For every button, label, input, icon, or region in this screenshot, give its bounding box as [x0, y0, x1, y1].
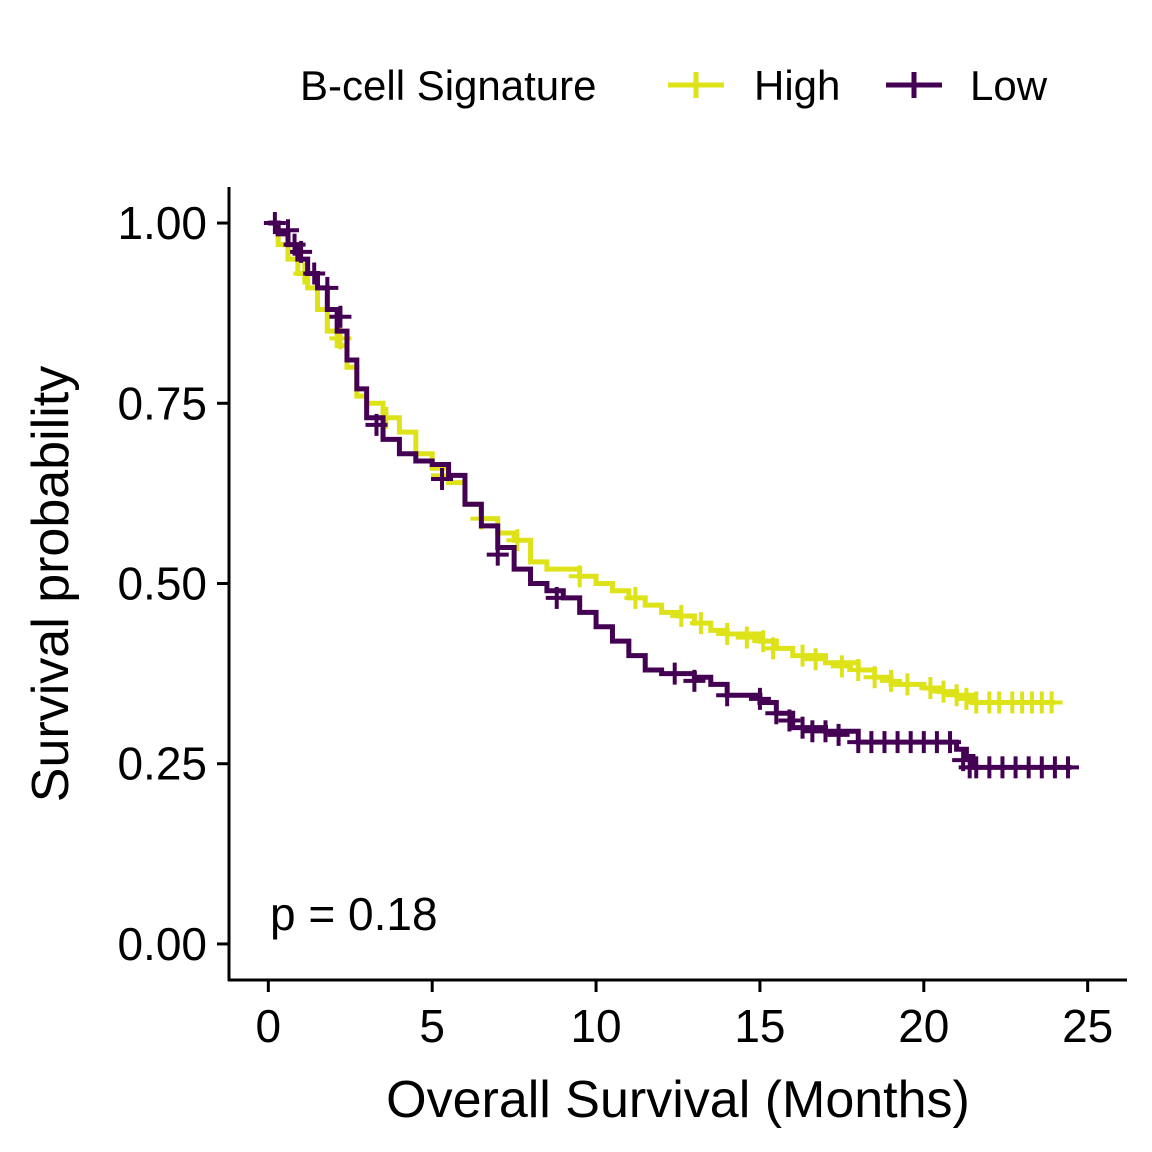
censor-mark-high — [791, 644, 814, 667]
legend-item-high: High — [668, 62, 840, 109]
y-tick-label: 0.00 — [117, 918, 207, 970]
y-tick-label: 0.50 — [117, 558, 207, 610]
censor-mark-high — [863, 666, 886, 689]
x-tick-label: 10 — [570, 1000, 621, 1052]
censor-mark-high — [945, 684, 968, 707]
legend-label-low: Low — [970, 62, 1048, 109]
censor-mark-high — [689, 612, 712, 635]
censor-mark-low — [290, 240, 313, 263]
censor-mark-low — [316, 276, 339, 299]
censor-mark-low — [365, 413, 388, 436]
x-tick-label: 5 — [419, 1000, 445, 1052]
censor-mark-high — [624, 586, 647, 609]
legend-item-low: Low — [886, 62, 1048, 109]
censor-mark-low — [431, 467, 454, 490]
curve-low — [268, 220, 1072, 770]
censor-mark-low — [329, 305, 352, 328]
censor-mark-low — [814, 720, 837, 743]
censor-mark-high — [896, 673, 919, 696]
censor-mark-high — [762, 637, 785, 660]
censor-mark-low — [1057, 756, 1080, 779]
censor-mark-low — [748, 687, 771, 710]
censor-mark-low — [791, 716, 814, 739]
censor-mark-low — [663, 662, 686, 685]
censor-mark-high — [955, 687, 978, 710]
censor-mark-high — [716, 622, 739, 645]
censor-mark-low — [765, 702, 788, 725]
censor-mark-low — [778, 709, 801, 732]
censor-mark-high — [847, 659, 870, 682]
y-tick-label: 0.75 — [117, 377, 207, 429]
censor-mark-high — [1040, 691, 1063, 714]
censor-mark-high — [506, 529, 529, 552]
censor-mark-low — [683, 669, 706, 692]
x-tick-label: 25 — [1062, 1000, 1113, 1052]
censor-mark-high — [735, 626, 758, 649]
censor-mark-high — [830, 655, 853, 678]
p-value-annotation: p = 0.18 — [270, 888, 438, 940]
y-tick-label: 0.25 — [117, 738, 207, 790]
censor-mark-high — [880, 669, 903, 692]
censor-mark-low — [827, 723, 850, 746]
x-tick-label: 20 — [898, 1000, 949, 1052]
censor-mark-high — [932, 680, 955, 703]
censor-mark-high — [919, 677, 942, 700]
y-ticks: 0.00 0.25 0.50 0.75 1.00 — [117, 197, 229, 970]
x-tick-label: 15 — [734, 1000, 785, 1052]
censor-mark-high — [670, 604, 693, 627]
legend-title: B-cell Signature — [300, 62, 596, 109]
x-tick-label: 0 — [256, 1000, 282, 1052]
legend-label-high: High — [754, 62, 840, 109]
censor-mark-low — [716, 684, 739, 707]
censor-mark-high — [804, 648, 827, 671]
censor-mark-high — [568, 565, 591, 588]
censor-mark-low — [263, 212, 286, 235]
censor-mark-low — [486, 543, 509, 566]
x-ticks: 0 5 10 15 20 25 — [256, 980, 1113, 1052]
censor-mark-low — [303, 262, 326, 285]
censor-mark-low — [939, 731, 962, 754]
censor-mark-low — [276, 219, 299, 242]
y-tick-label: 1.00 — [117, 197, 207, 249]
axes: 0.00 0.25 0.50 0.75 1.00 0 5 10 15 20 25 — [117, 187, 1127, 1052]
legend: B-cell Signature High Low — [300, 62, 1048, 109]
curve-high — [268, 220, 1055, 705]
survival-curves — [263, 212, 1080, 779]
censor-mark-low — [545, 586, 568, 609]
x-axis-title: Overall Survival (Months) — [386, 1071, 970, 1129]
y-axis-title: Survival probability — [22, 366, 80, 802]
